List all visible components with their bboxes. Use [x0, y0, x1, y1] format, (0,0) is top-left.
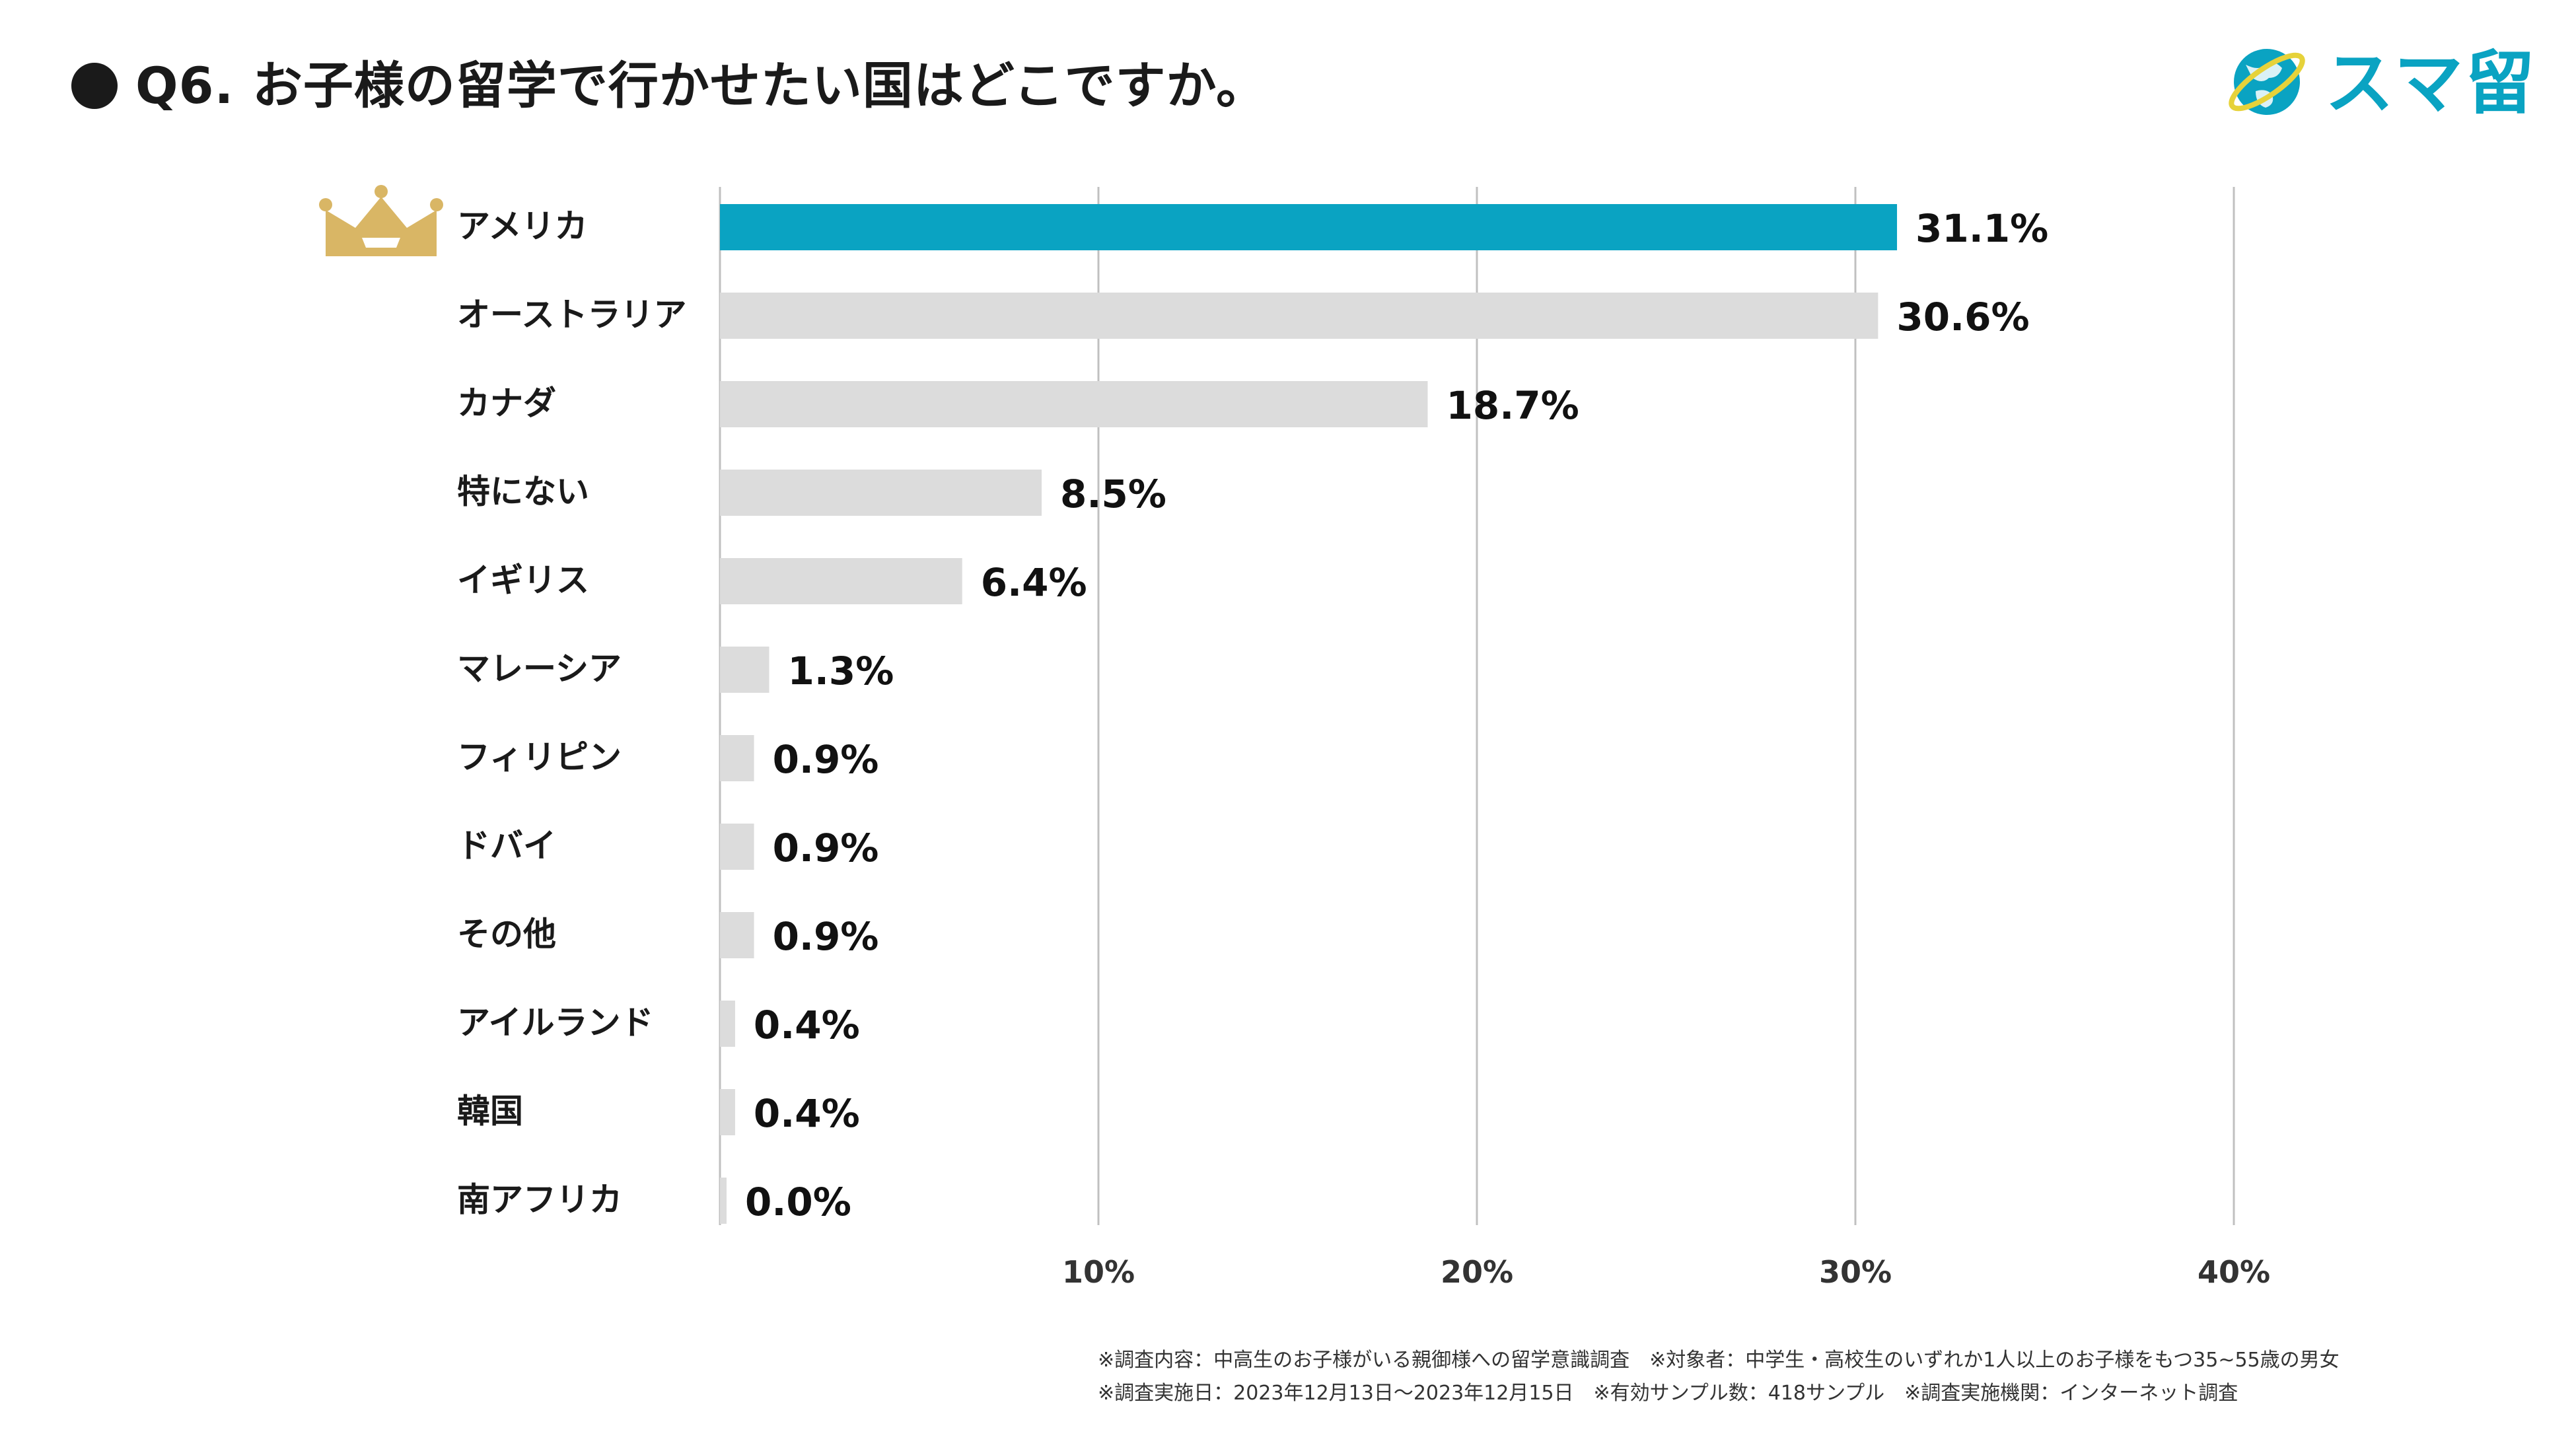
category-label: 韓国: [457, 1092, 523, 1131]
category-label: フィリピン: [457, 738, 622, 777]
value-label: 18.7%: [1447, 383, 1579, 428]
title-bullet: [71, 63, 118, 109]
value-label: 0.9%: [773, 914, 879, 959]
value-label: 1.3%: [787, 649, 894, 693]
category-label: マレーシア: [457, 650, 622, 688]
crown-icon: [319, 185, 443, 256]
tick-label: 40%: [2198, 1254, 2270, 1290]
bar: [720, 1178, 727, 1224]
value-label: 0.4%: [754, 1003, 860, 1047]
category-label: アイルランド: [457, 1004, 654, 1042]
bar: [720, 735, 754, 781]
bar: [720, 381, 1428, 427]
category-label: 特にない: [457, 473, 589, 511]
value-label: 31.1%: [1915, 206, 2048, 251]
bar: [720, 912, 754, 958]
category-label: オーストラリア: [457, 296, 687, 334]
tick-label: 30%: [1819, 1254, 1892, 1290]
bar: [720, 1001, 735, 1047]
footnote-survey: ※調査内容：中高生のお子様がいる親御様への留学意識調査 ※対象者：中学生・高校生…: [1098, 1349, 2340, 1372]
bar: [720, 1089, 735, 1135]
value-label: 6.4%: [981, 560, 1087, 605]
tick-label: 10%: [1062, 1254, 1135, 1290]
category-label: アメリカ: [457, 207, 588, 246]
category-label: ドバイ: [457, 827, 556, 865]
bar: [720, 824, 754, 870]
bar: [720, 293, 1878, 339]
bar: [720, 647, 769, 693]
grid-layer: [719, 187, 2235, 1225]
bar: [720, 470, 1042, 516]
category-label: 南アフリカ: [457, 1181, 622, 1219]
tick-label: 20%: [1441, 1254, 1513, 1290]
value-label: 0.0%: [745, 1180, 851, 1224]
category-label: その他: [457, 915, 556, 954]
value-label: 30.6%: [1896, 295, 2029, 339]
page-title: Q6. お子様の留学で行かせたい国はどこですか。: [135, 56, 1268, 115]
bar: [720, 204, 1898, 250]
globe-icon: [2229, 49, 2305, 115]
category-label: カナダ: [457, 384, 556, 423]
value-label: 0.9%: [773, 737, 879, 782]
footnote-period: ※調査実施日：2023年12月13日〜2023年12月15日 ※有効サンプル数：…: [1098, 1382, 2238, 1405]
logo: スマ留: [2226, 38, 2536, 124]
bar: [720, 558, 962, 604]
logo-text: スマ留: [2325, 43, 2537, 124]
value-label: 0.9%: [773, 826, 879, 870]
label-layer: 10% 20% 30% 40% アメリカ 31.1% オーストラリア 30.6% カナダ 18.7…: [457, 206, 2270, 1290]
value-label: 0.4%: [754, 1091, 860, 1136]
category-label: イギリス: [457, 561, 589, 600]
value-label: 8.5%: [1060, 472, 1166, 516]
bar-layer: [720, 204, 1898, 1224]
